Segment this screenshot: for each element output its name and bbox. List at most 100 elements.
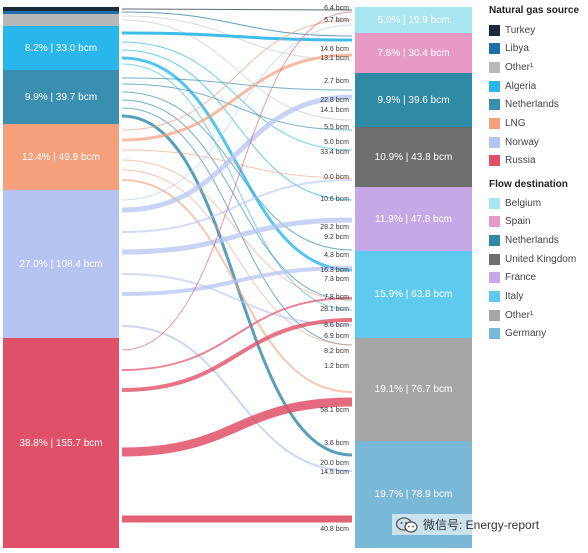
flow-russia-31: [121, 397, 353, 457]
destination-legend-italy: Italy: [489, 291, 523, 303]
destination-legend-germany: Germany: [489, 328, 546, 340]
flow-value-label: 20.0 bcm: [320, 460, 349, 467]
flow-russia-29: [121, 297, 353, 371]
legend-swatch: [489, 216, 500, 228]
source-bar-norway: [3, 190, 119, 338]
flow-value-label: 1.2 bcm: [324, 363, 349, 370]
source-bar-russia: [3, 338, 119, 548]
source-legend-algeria: Algeria: [489, 80, 536, 92]
destination-bar-italy: [355, 251, 472, 338]
flow-value-label: 14.6 bcm: [320, 46, 349, 53]
legend-swatch: [489, 80, 500, 92]
flow-lng-18: [121, 159, 353, 301]
legend-swatch: [489, 155, 500, 167]
flow-lng-16: [121, 53, 353, 142]
source-label-algeria: 8.2% | 33.0 bcm: [24, 42, 98, 54]
destination-label-italy: 15.9% | 63.8 bcm: [374, 289, 453, 300]
legend-label: France: [505, 272, 537, 284]
flow-lng-17: [121, 149, 353, 179]
flow-norway-21: [121, 24, 353, 201]
flow-russia-30: [121, 318, 353, 392]
flow-value-label: 22.8 bcm: [320, 97, 349, 104]
flow-value-label: 13.1 bcm: [320, 55, 349, 62]
destination-bar-uk: [355, 127, 472, 187]
flow-netherlands-11: [121, 91, 353, 251]
flow-lng-19: [121, 169, 353, 346]
flow-lng-20: [121, 179, 353, 393]
flow-norway-23: [121, 179, 353, 233]
flow-value-label: 7.3 bcm: [324, 276, 349, 283]
destination-legend-spain: Spain: [489, 216, 531, 228]
flow-value-label: 28.2 bcm: [320, 224, 349, 231]
flow-norway-24: [121, 217, 353, 255]
flow-value-label: 33.4 bcm: [320, 149, 349, 156]
flow-value-label: 5.0 bcm: [324, 139, 349, 146]
legend-swatch: [489, 197, 500, 209]
source-legend-lng: LNG: [489, 118, 526, 130]
source-legend-libya: Libya: [489, 43, 529, 55]
legend-swatch: [489, 118, 500, 129]
destination-legend-uk: United Kingdom: [489, 253, 576, 265]
flow-value-label: 7.8 bcm: [324, 294, 349, 301]
watermark: 微信号: Energy-report: [392, 514, 544, 535]
legend-label: Turkey: [505, 24, 536, 36]
flow-netherlands-9: [121, 77, 353, 91]
destination-label-other: 19.1% | 76.7 bcm: [374, 384, 453, 395]
flow-value-label: 28.1 bcm: [320, 306, 349, 313]
legend-label: Netherlands: [505, 234, 559, 246]
destination-legend-other: Other¹: [489, 309, 533, 321]
legend-swatch: [489, 234, 500, 246]
legend-label: Other¹: [505, 309, 534, 321]
flow-norway-22: [121, 94, 353, 213]
legend-swatch: [489, 136, 500, 148]
flow-value-label: 5.5 bcm: [324, 124, 349, 131]
legend-label: Norway: [505, 136, 539, 148]
source-bar-netherlands: [3, 70, 119, 124]
destination-label-netherlands: 9.9% | 39.6 bcm: [377, 94, 450, 106]
flow-algeria-8: [121, 63, 353, 311]
legend-label: United Kingdom: [505, 253, 577, 265]
destination-bar-belgium: [355, 7, 472, 33]
source-label-russia: 38.8% | 155.7 bcm: [19, 437, 103, 449]
flow-value-label: 14.5 bcm: [320, 469, 349, 476]
destination-label-uk: 10.9% | 43.8 bcm: [374, 151, 453, 163]
flow-value-label: 8.6 bcm: [324, 322, 349, 329]
destination-legend-france: France: [489, 272, 536, 284]
flow-value-label: 10.6 bcm: [320, 196, 349, 203]
legend-label: Italy: [505, 291, 524, 302]
flow-algeria-6: [121, 49, 353, 201]
destination-label-germany: 19.7% | 78.9 bcm: [374, 489, 453, 500]
wechat-icon: [396, 516, 418, 533]
legend-label: LNG: [505, 118, 526, 129]
flow-netherlands-10: [121, 83, 353, 131]
legend-swatch: [489, 99, 500, 111]
source-bar-lng: [3, 124, 119, 190]
legend-label: Libya: [505, 43, 529, 55]
flow-libya-1: [121, 11, 353, 37]
flow-value-label: 58.1 bcm: [320, 407, 349, 414]
flow-value-label: 6.9 bcm: [324, 333, 349, 340]
destination-legend-netherlands: Netherlands: [489, 234, 559, 246]
source-legend-turkey: Turkey: [489, 24, 535, 36]
flow-value-label: 40.8 bcm: [320, 526, 349, 533]
legend-label: Germany: [505, 328, 547, 340]
destination-bar-netherlands: [355, 73, 472, 127]
source-bar-turkey: [3, 7, 119, 11]
source-legend-other: Other¹: [489, 61, 533, 73]
source-label-lng: 12.4% | 49.8 bcm: [22, 151, 100, 163]
flow-value-label: 3.6 bcm: [324, 440, 349, 447]
flow-norway-26: [121, 266, 353, 296]
flow-turkey-0: [121, 8, 353, 11]
legend-swatch: [489, 24, 500, 36]
destination-bar-spain: [355, 33, 472, 73]
flow-algeria-4: [121, 31, 353, 42]
legend-swatch: [489, 328, 500, 340]
source-legend-netherlands: Netherlands: [489, 99, 559, 111]
destination-bar-other: [355, 338, 472, 441]
flow-value-label: 2.7 bcm: [324, 78, 349, 85]
legend-label: Netherlands: [505, 99, 559, 111]
legend-swatch: [489, 61, 500, 73]
flow-netherlands-13: [121, 107, 353, 346]
